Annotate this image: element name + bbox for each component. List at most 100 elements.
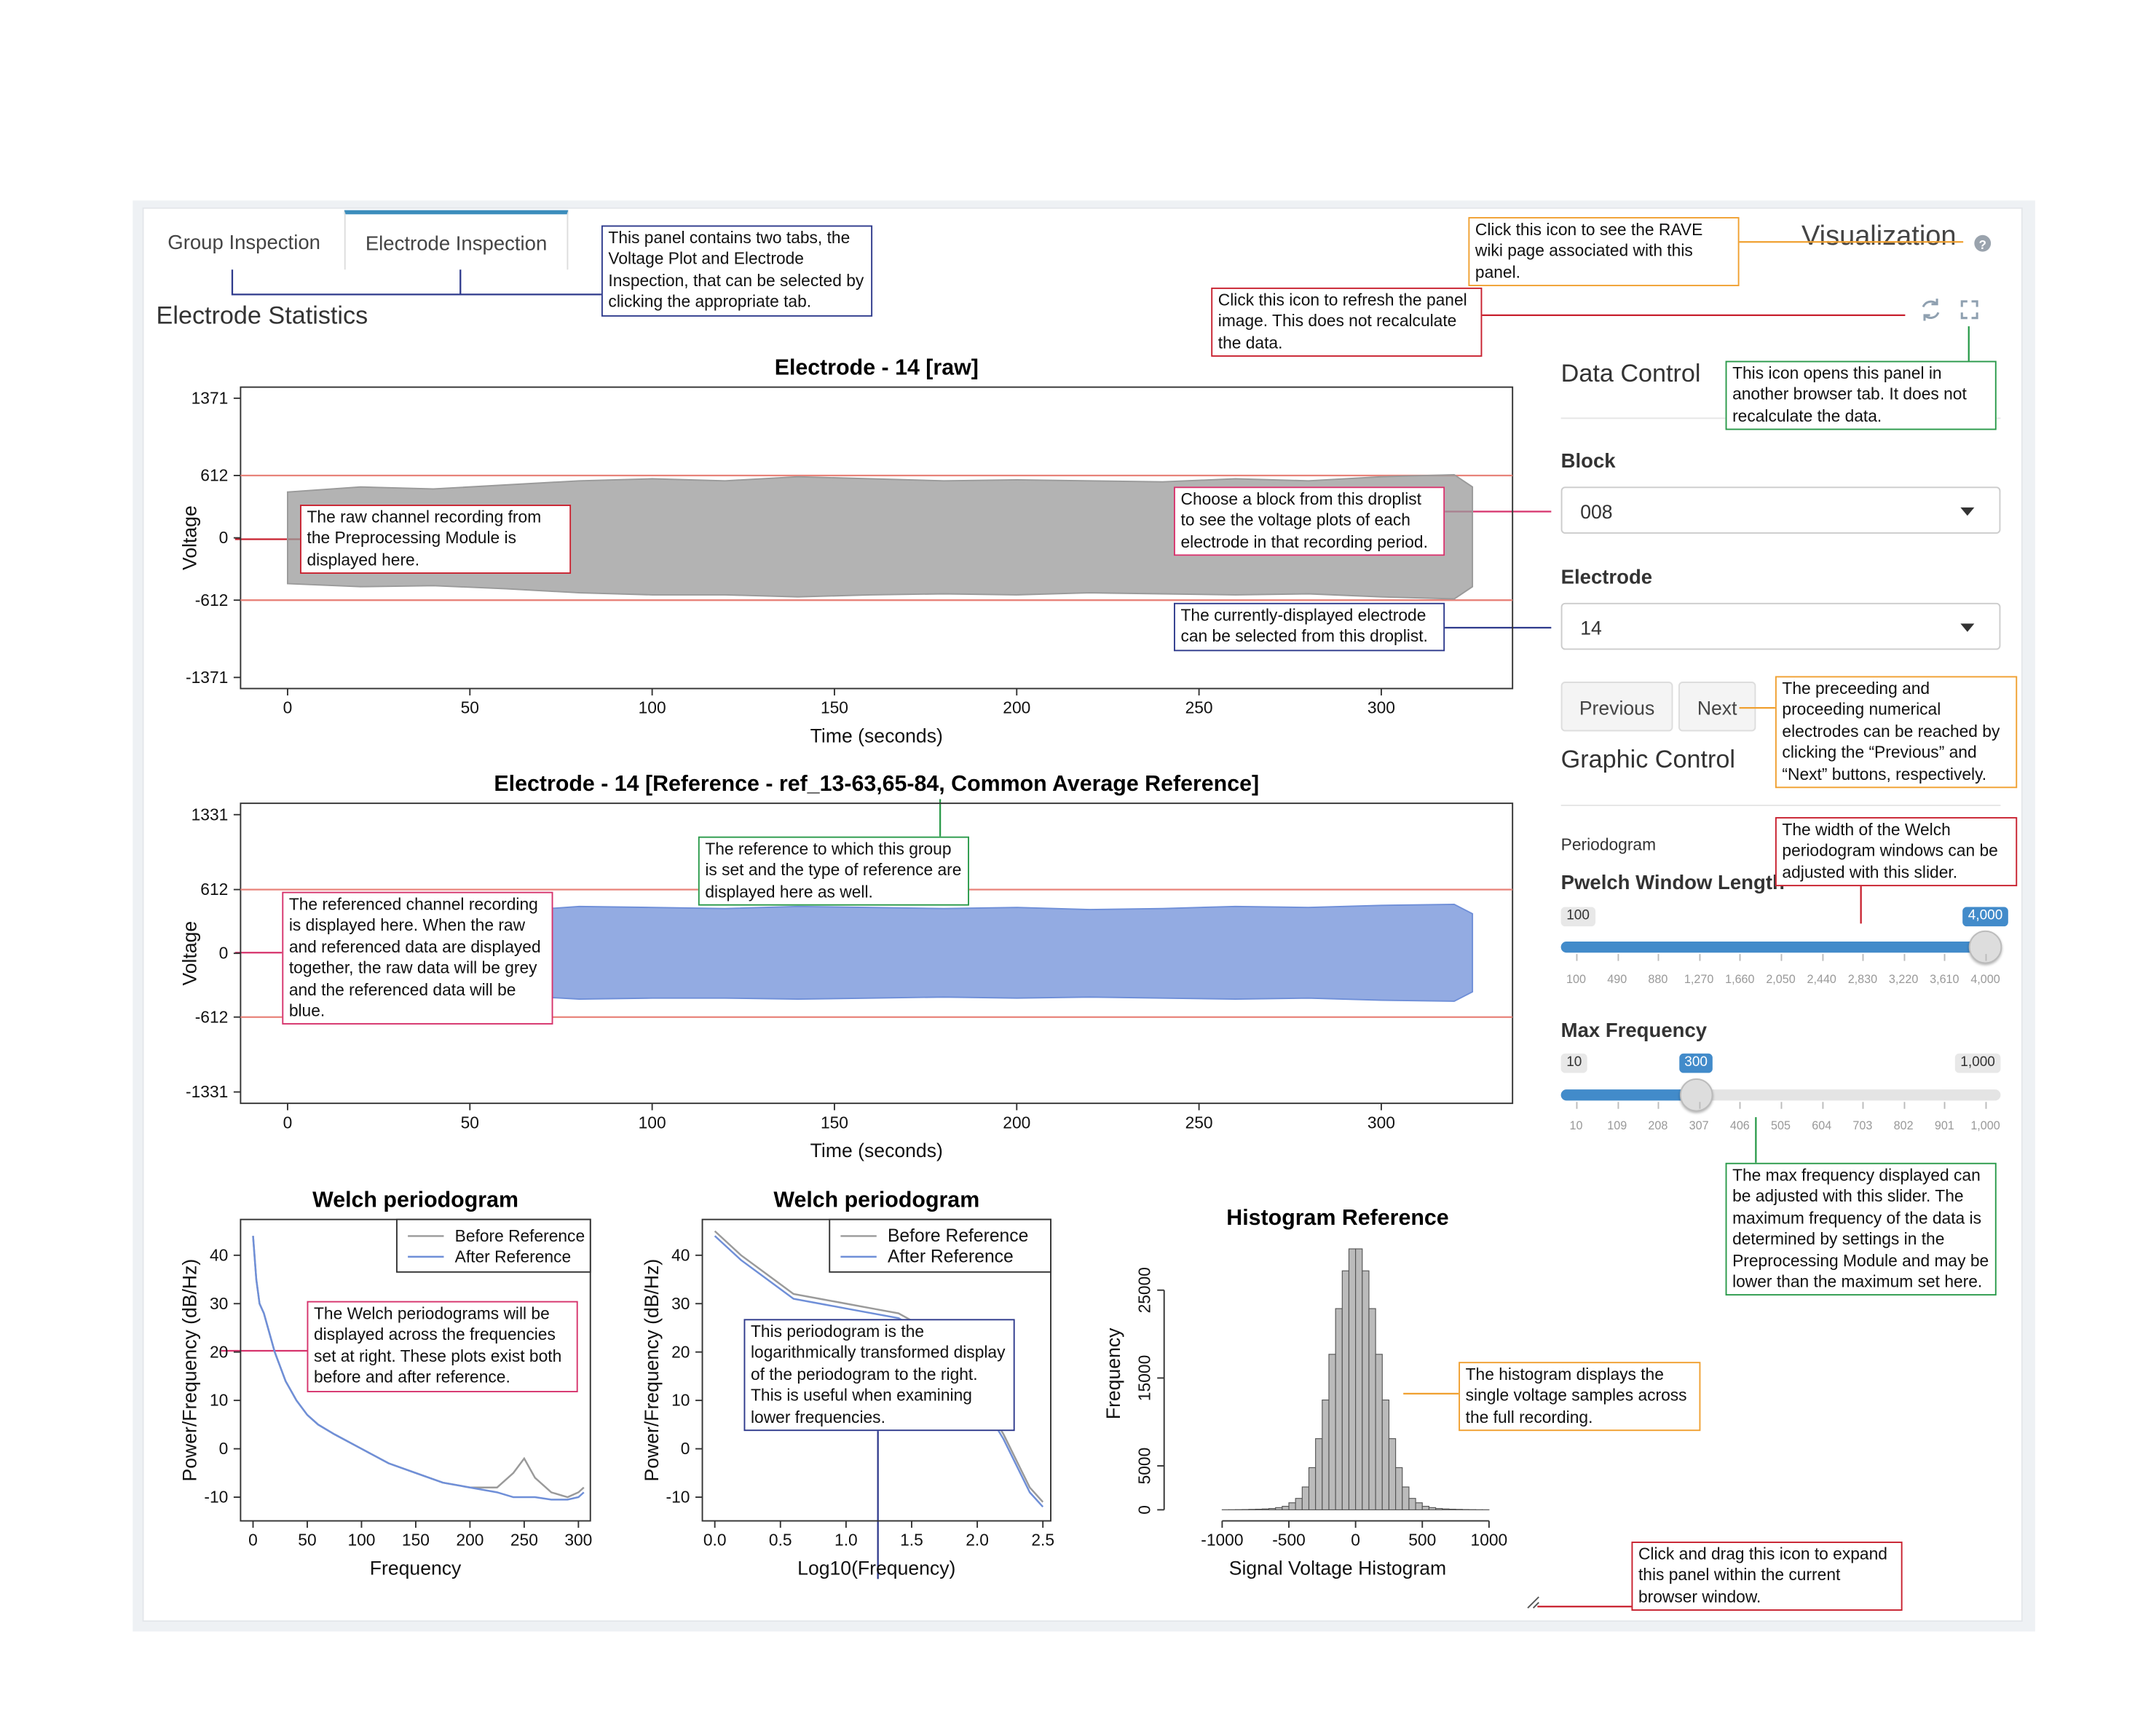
tab[interactable]: Group Inspection — [167, 232, 320, 255]
annotation: The currently-displayed electrode can be… — [1173, 602, 1445, 651]
histogram-bar — [1428, 1507, 1437, 1510]
slider-tick — [1657, 954, 1659, 961]
refresh-icon[interactable] — [1922, 299, 1940, 321]
slider-tick-label: 1,660 — [1725, 971, 1755, 986]
svg-text:?: ? — [1979, 238, 1986, 252]
slider-tick — [1740, 1102, 1742, 1109]
field-label: Block — [1560, 450, 1616, 473]
expand-icon[interactable] — [1960, 300, 1978, 320]
histogram-bar — [1275, 1507, 1283, 1510]
slider-tick-label: 3,610 — [1930, 971, 1960, 986]
y-tick-label: -1331 — [186, 1082, 228, 1101]
x-tick-label: 300 — [1368, 698, 1395, 717]
y-tick-label: 0 — [219, 1439, 229, 1458]
slider-tick — [1740, 954, 1742, 961]
slider-handle[interactable] — [1679, 1078, 1713, 1112]
y-tick-label: 1371 — [192, 388, 229, 407]
slider-tick-label: 1,270 — [1684, 971, 1714, 986]
histogram-bar — [1268, 1508, 1276, 1510]
x-axis-label: Log10(Frequency) — [797, 1558, 955, 1579]
annotation: The preceeding and proceeding numerical … — [1775, 676, 2018, 789]
slider-fill — [1560, 942, 1986, 953]
slider-tick-label: 109 — [1607, 1118, 1627, 1133]
chart-title: Histogram Reference — [1226, 1206, 1448, 1230]
annotation: This panel contains two tabs, the Voltag… — [601, 225, 873, 317]
x-tick-label: 1.0 — [834, 1531, 858, 1550]
previous-button[interactable]: Previous — [1560, 682, 1673, 732]
x-tick-label: 0.5 — [769, 1531, 792, 1550]
section-title: Data Control — [1560, 359, 1701, 387]
slider-label: Pwelch Window Length — [1560, 872, 1785, 895]
slider-tick — [1944, 1102, 1946, 1109]
annotation: The raw channel recording from the Prepr… — [300, 505, 572, 575]
slider-value: 4,000 — [1962, 907, 2008, 927]
slider-tick-label: 901 — [1934, 1118, 1954, 1133]
x-tick-label: 200 — [456, 1531, 484, 1550]
slider-tick — [1903, 954, 1906, 961]
x-tick-label: -500 — [1272, 1531, 1306, 1550]
y-tick-label: -10 — [204, 1488, 228, 1507]
slider-tick — [1617, 1102, 1619, 1109]
block-select[interactable]: 008 — [1560, 486, 2001, 534]
x-tick-label: 0 — [1351, 1531, 1360, 1550]
histogram-bar — [1381, 1399, 1390, 1510]
y-tick-label: 30 — [210, 1294, 228, 1313]
y-axis-label: Voltage — [179, 505, 201, 570]
histogram-bar — [1435, 1508, 1443, 1510]
histogram-bar — [1315, 1438, 1323, 1510]
y-axis-label: Frequency — [1102, 1327, 1124, 1419]
x-tick-label: 50 — [298, 1531, 316, 1550]
next-button[interactable]: Next — [1678, 682, 1756, 732]
help-icon[interactable]: ? — [1974, 234, 1992, 252]
electrode-select[interactable]: 14 — [1560, 602, 2001, 650]
x-tick-label: 50 — [461, 698, 479, 717]
histogram-bar — [1415, 1502, 1423, 1510]
slider-tick-label: 2,830 — [1847, 971, 1878, 986]
x-tick-label: 0 — [283, 1113, 293, 1132]
x-tick-label: 150 — [821, 1113, 848, 1132]
resize-handle[interactable] — [1527, 1596, 1539, 1609]
histogram-bar — [1288, 1502, 1296, 1510]
panel-header: Visualization — [1801, 221, 1957, 252]
x-tick-label: 250 — [510, 1531, 538, 1550]
annotation: The referenced channel recording is disp… — [282, 891, 553, 1025]
slider-tick-label: 10 — [1569, 1118, 1583, 1133]
x-tick-label: -1000 — [1201, 1531, 1243, 1550]
x-tick-label: 50 — [461, 1113, 479, 1132]
y-tick-label: 10 — [210, 1391, 228, 1410]
slider-tick-label: 307 — [1689, 1118, 1709, 1133]
histogram-bar — [1308, 1467, 1317, 1510]
slider-tick-label: 100 — [1566, 971, 1586, 986]
chart-title: Electrode - 14 [raw] — [775, 356, 979, 380]
histogram-bar — [1375, 1354, 1383, 1510]
y-tick-label: 0 — [219, 944, 229, 963]
slider-tick-label: 604 — [1812, 1118, 1832, 1133]
annotation: This periodogram is the logarithmically … — [743, 1319, 1015, 1432]
x-tick-label: 200 — [1003, 698, 1030, 717]
x-axis-label: Frequency — [370, 1558, 462, 1579]
slider-tick — [1576, 1102, 1578, 1109]
annotation: This icon opens this panel in another br… — [1725, 360, 1997, 430]
y-tick-label: 0 — [681, 1439, 690, 1458]
periodogram-line — [714, 1235, 1044, 1508]
histogram-bar — [1295, 1498, 1303, 1510]
slider-min: 10 — [1560, 1053, 1587, 1073]
x-tick-label: 250 — [1185, 1113, 1213, 1132]
slider-tick — [1780, 1102, 1783, 1109]
annotation: The Welch periodograms will be displayed… — [307, 1301, 578, 1392]
y-tick-label: 0 — [219, 528, 229, 547]
y-tick-label: 5000 — [1135, 1448, 1154, 1485]
x-tick-label: 200 — [1003, 1113, 1030, 1132]
slider-tick-label: 490 — [1607, 971, 1627, 986]
y-tick-label: 30 — [671, 1294, 690, 1313]
x-tick-label: 150 — [402, 1531, 430, 1550]
x-tick-label: 250 — [1185, 698, 1213, 717]
y-tick-label: -612 — [195, 1007, 229, 1026]
x-tick-label: 100 — [347, 1531, 375, 1550]
slider-value: 300 — [1678, 1053, 1713, 1073]
slider-tick — [1985, 954, 1987, 961]
tab-active[interactable]: Electrode Inspection — [344, 210, 569, 270]
histogram-bar — [1322, 1399, 1330, 1510]
